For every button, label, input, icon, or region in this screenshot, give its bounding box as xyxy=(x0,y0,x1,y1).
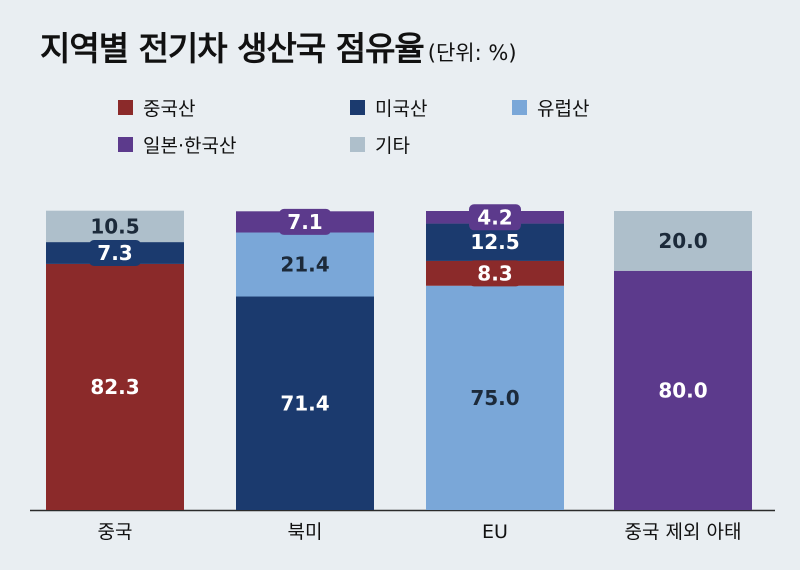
data-label-north-america-2: 7.1 xyxy=(287,210,322,234)
category-label-china: 중국 xyxy=(98,521,133,543)
data-label-china-2: 10.5 xyxy=(90,214,139,238)
unit-label: (단위: %) xyxy=(427,41,517,65)
data-label-eu-3: 4.2 xyxy=(477,205,512,229)
data-label-china-0: 82.3 xyxy=(90,375,139,399)
legend-swatch-us xyxy=(350,100,365,115)
data-label-north-america-1: 21.4 xyxy=(280,253,329,277)
chart-title: 지역별 전기차 생산국 점유율 (단위: %) xyxy=(40,22,517,70)
legend-item-other: 기타 xyxy=(350,131,410,158)
bar-segment-apac-ex-china-1 xyxy=(614,211,752,271)
legend-item-europe: 유럽산 xyxy=(512,94,589,121)
legend-item-us: 미국산 xyxy=(350,94,427,121)
data-label-north-america-0: 71.4 xyxy=(280,391,329,415)
data-label-badge xyxy=(89,240,141,267)
bar-segment-china-0 xyxy=(46,263,184,510)
data-label-badge xyxy=(279,208,331,235)
data-label-apac-ex-china-0: 80.0 xyxy=(658,378,707,402)
legend-swatch-japan-korea xyxy=(118,137,133,152)
legend-label-us: 미국산 xyxy=(375,98,428,120)
data-label-badge xyxy=(469,260,521,287)
category-label-eu: EU xyxy=(482,521,508,543)
legend-swatch-other xyxy=(350,137,365,152)
category-label-apac-ex-china: 중국 제외 아태 xyxy=(625,521,742,543)
bar-segment-apac-ex-china-0 xyxy=(614,270,752,510)
data-label-badge xyxy=(469,204,521,231)
category-label-north-america: 북미 xyxy=(288,521,323,543)
legend-item-japan-korea: 일본·한국산 xyxy=(118,131,236,158)
legend-label-other: 기타 xyxy=(375,135,410,157)
data-label-eu-2: 12.5 xyxy=(470,230,519,254)
data-label-apac-ex-china-1: 20.0 xyxy=(658,229,707,253)
chart-title-text: 지역별 전기차 생산국 점유율 xyxy=(40,29,425,68)
bar-segment-north-america-0 xyxy=(236,296,374,510)
legend-swatch-china xyxy=(118,100,133,115)
legend-label-europe: 유럽산 xyxy=(537,98,590,120)
legend-item-china: 중국산 xyxy=(118,94,195,121)
data-label-eu-0: 75.0 xyxy=(470,386,519,410)
legend-label-japan-korea: 일본·한국산 xyxy=(143,135,237,157)
legend-label-china: 중국산 xyxy=(143,98,196,120)
bar-segment-china-2 xyxy=(46,210,184,243)
data-label-china-1: 7.3 xyxy=(97,241,132,265)
bar-segment-eu-0 xyxy=(426,285,564,510)
legend-swatch-europe xyxy=(512,100,527,115)
data-label-eu-1: 8.3 xyxy=(477,261,512,285)
bar-segment-north-america-1 xyxy=(236,232,374,297)
